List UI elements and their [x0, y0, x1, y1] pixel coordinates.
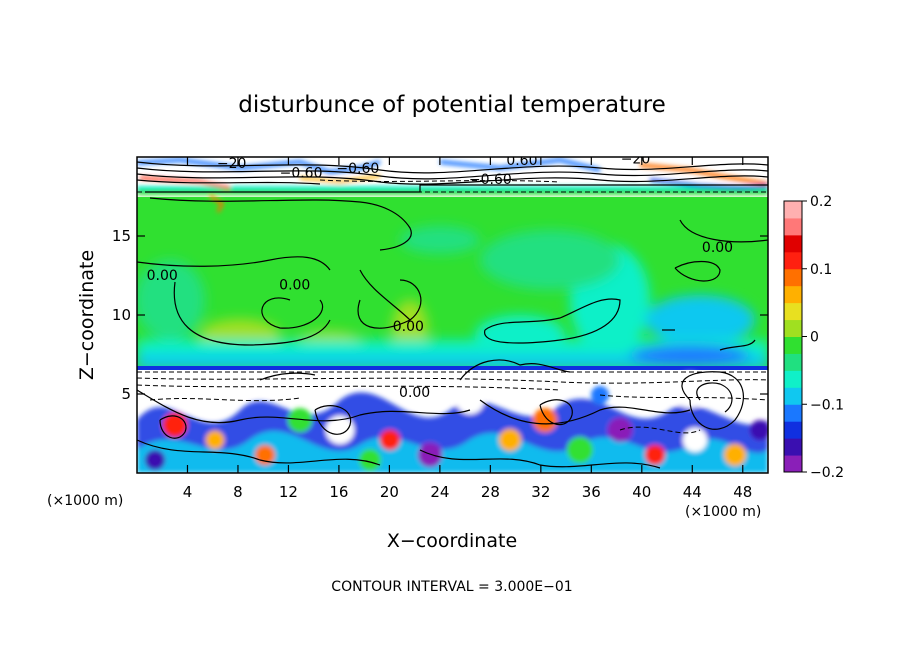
- contour-label: −0.60: [280, 166, 323, 182]
- colorbar-swatch: [784, 217, 802, 236]
- colorbar-swatch: [784, 387, 802, 405]
- colorbar-swatch: [784, 404, 802, 422]
- tropopause-line: [137, 366, 768, 370]
- colorbar-swatch: [784, 201, 802, 219]
- x-tick-label: 44: [683, 483, 702, 501]
- contour-lines: [137, 161, 768, 469]
- colorbar-swatch: [784, 234, 802, 253]
- contour-label: 0.00: [279, 278, 310, 294]
- colorbar-tick-label: 0.1: [810, 262, 832, 278]
- colorbar-tick-label: −0.1: [810, 397, 844, 413]
- contour-label: 0.00: [399, 385, 430, 401]
- x-tick-label: 32: [531, 483, 550, 501]
- contour-label: −20: [217, 156, 247, 172]
- contour-labels: −20 −0.60 −0.60 0.60 −0.60 −20 0.00 0.00…: [147, 151, 733, 401]
- x-axis-label: X−coordinate: [387, 530, 517, 552]
- contour-label: 0.00: [393, 319, 424, 335]
- colorbar-swatch: [784, 302, 802, 321]
- x-axis: 4 8 12 16 20 24 28 32 36 40 44 48: [183, 157, 752, 501]
- colorbar-ticks: 0.2 0.1 0 −0.1 −0.2: [802, 194, 844, 481]
- x-tick-label: 4: [183, 483, 193, 501]
- x-tick-label: 28: [481, 483, 500, 501]
- x-tick-label: 36: [582, 483, 601, 501]
- colorbar-swatch: [784, 438, 802, 456]
- x-unit-label-right: (×1000 m): [685, 504, 761, 520]
- y-tick-label: 15: [112, 227, 131, 245]
- x-tick-label: 16: [329, 483, 348, 501]
- x-unit-label-left: (×1000 m): [47, 493, 123, 509]
- contour-label: −0.60: [469, 172, 512, 188]
- contour-label: 0.60: [506, 153, 537, 169]
- contour-label: 0.00: [147, 268, 178, 284]
- y-axis-label: Z−coordinate: [76, 250, 98, 380]
- y-tick-label: 5: [121, 385, 131, 403]
- colorbar-swatch: [784, 336, 802, 354]
- x-tick-label: 20: [380, 483, 399, 501]
- colorbar-swatch: [784, 285, 802, 304]
- colorbar-swatch: [784, 268, 802, 287]
- x-tick-label: 24: [430, 483, 449, 501]
- colorbar: [784, 201, 802, 473]
- dashed-contours: [137, 179, 768, 434]
- potential-temperature-field: −20 −0.60 −0.60 0.60 −0.60 −20 0.00 0.00…: [137, 151, 768, 473]
- x-tick-label: 12: [279, 483, 298, 501]
- contour-label: −20: [621, 151, 651, 167]
- contour-label: 0.00: [702, 240, 733, 256]
- chart-title: disturbunce of potential temperature: [238, 92, 666, 118]
- x-tick-label: 48: [733, 483, 752, 501]
- colorbar-swatch: [784, 421, 802, 439]
- colorbar-swatch: [784, 251, 802, 270]
- colorbar-tick-label: 0: [810, 330, 819, 346]
- colorbar-tick-label: 0.2: [810, 194, 832, 210]
- x-tick-label: 40: [632, 483, 651, 501]
- colorbar-swatch: [784, 455, 802, 473]
- contour-interval-note: CONTOUR INTERVAL = 3.000E−01: [331, 579, 572, 595]
- colorbar-swatch: [784, 353, 802, 371]
- x-tick-label: 8: [233, 483, 243, 501]
- colorbar-swatch: [784, 319, 802, 337]
- colorbar-tick-label: −0.2: [810, 465, 844, 481]
- contour-label: −0.60: [336, 161, 379, 177]
- colorbar-swatch: [784, 370, 802, 388]
- y-axis: 5 10 15: [112, 227, 768, 403]
- y-tick-label: 10: [112, 306, 131, 324]
